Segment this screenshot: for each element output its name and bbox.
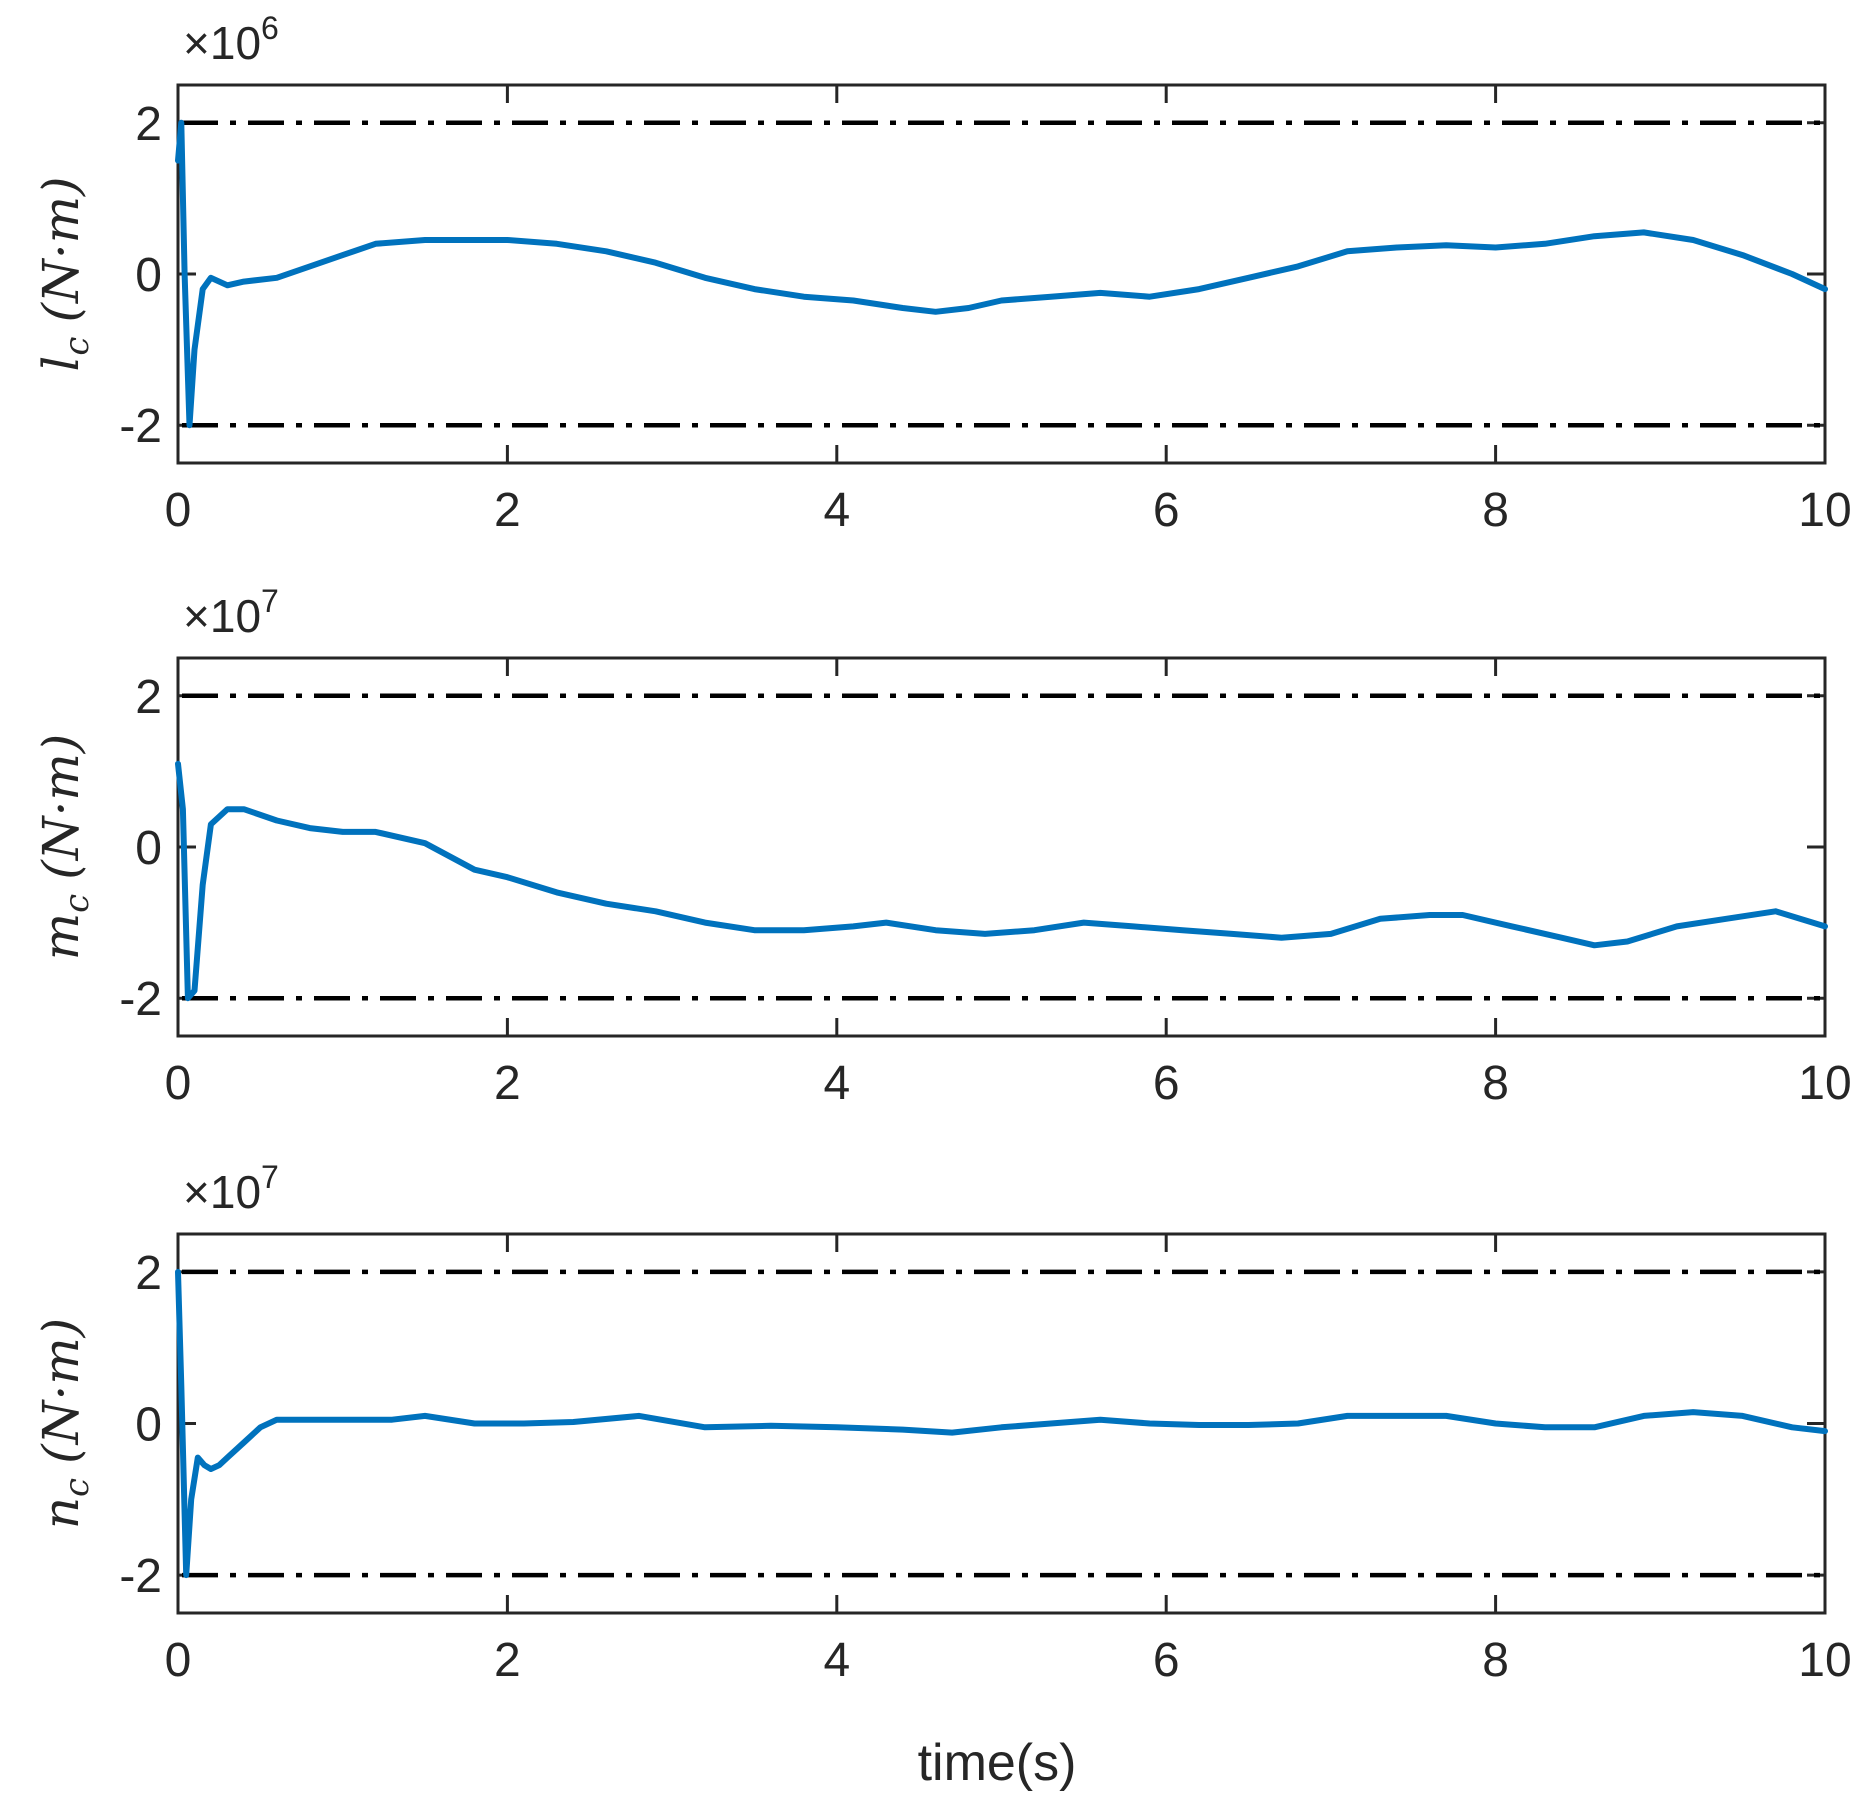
y-tick-label: 0 <box>135 822 162 875</box>
y-tick-label: -2 <box>119 973 162 1026</box>
x-tick-label: 2 <box>494 1634 521 1687</box>
series-line-l_c <box>175 119 1828 429</box>
x-tick-label: 4 <box>823 1634 850 1687</box>
x-tick-label: 10 <box>1798 1634 1851 1687</box>
multiplier-base: ×10 <box>183 590 261 642</box>
x-tick-label: 2 <box>494 484 521 537</box>
x-tick-label: 0 <box>165 484 192 537</box>
y-tick-label: 0 <box>135 249 162 302</box>
x-tick-label: 10 <box>1798 484 1851 537</box>
x-tick-label: 6 <box>1153 1634 1180 1687</box>
multiplier-base: ×10 <box>183 1166 261 1218</box>
ylabel-subscript: c <box>57 1478 97 1497</box>
y-axis-label: mc (N·m) <box>32 734 97 961</box>
y-tick-label: 2 <box>135 1247 162 1300</box>
ylabel-symbol: l <box>32 356 90 372</box>
x-tick-label: 8 <box>1482 1634 1509 1687</box>
y-tick-label: 0 <box>135 1399 162 1452</box>
ylabel-symbol: m <box>32 913 90 960</box>
series-line-m_c <box>175 760 1828 1002</box>
y-tick-label: 2 <box>135 98 162 151</box>
ylabel-units: (N·m) <box>32 1318 90 1464</box>
y-axis-label: nc (N·m) <box>32 1318 97 1529</box>
ylabel-units: (N·m) <box>32 734 90 880</box>
axes-box <box>176 1232 1827 1615</box>
x-tick-label: 8 <box>1482 1057 1509 1110</box>
x-tick-label: 6 <box>1153 1057 1180 1110</box>
y-axis-label: lc (N·m) <box>32 176 97 371</box>
axes-box <box>176 656 1827 1038</box>
x-tick-label: 8 <box>1482 484 1509 537</box>
x-tick-label: 4 <box>823 1057 850 1110</box>
ylabel-subscript: c <box>57 894 97 913</box>
ylabel-symbol: n <box>32 1497 90 1529</box>
axis-multiplier: ×107 <box>183 583 279 642</box>
x-tick-label: 2 <box>494 1057 521 1110</box>
y-tick-label: -2 <box>119 1550 162 1603</box>
axes-box <box>176 83 1827 465</box>
multiplier-exponent: 7 <box>261 1159 279 1195</box>
x-tick-label: 0 <box>165 1634 192 1687</box>
x-axis-label: time(s) <box>918 1734 1077 1792</box>
ylabel-units: (N·m) <box>32 176 90 322</box>
x-tick-label: 10 <box>1798 1057 1851 1110</box>
y-tick-label: 2 <box>135 671 162 724</box>
multiplier-base: ×10 <box>183 17 261 69</box>
axis-multiplier: ×106 <box>183 10 279 69</box>
x-tick-label: 6 <box>1153 484 1180 537</box>
axis-multiplier: ×107 <box>183 1159 279 1218</box>
x-tick-label: 4 <box>823 484 850 537</box>
multiplier-exponent: 6 <box>261 10 279 46</box>
x-tick-label: 0 <box>165 1057 192 1110</box>
multiplier-exponent: 7 <box>261 583 279 619</box>
ylabel-subscript: c <box>57 337 97 356</box>
series-line-n_c <box>175 1268 1828 1579</box>
y-tick-label: -2 <box>119 400 162 453</box>
